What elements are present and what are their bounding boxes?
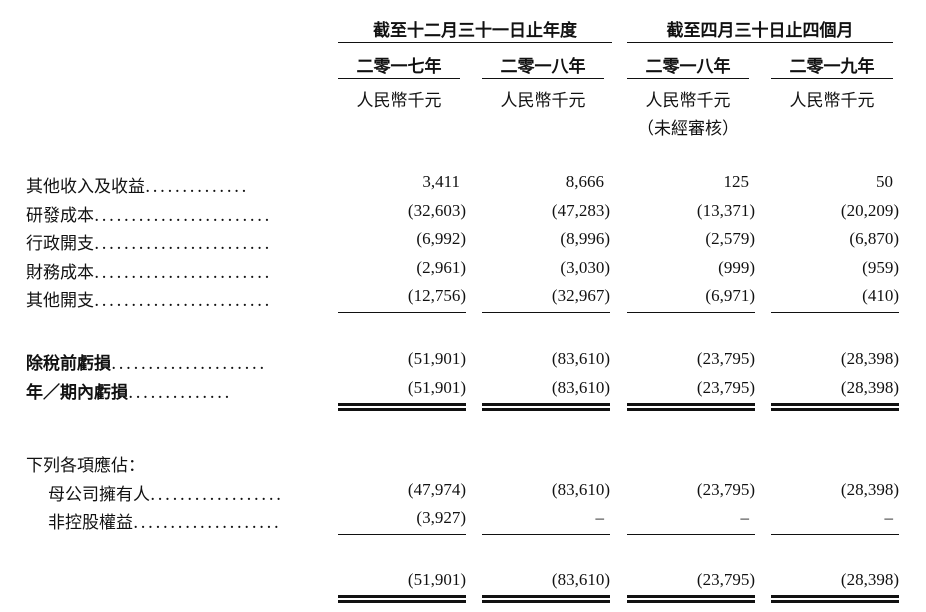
cell-admin-2018-4m: (2,579): [705, 229, 755, 248]
cell-owners-2018: (83,610): [551, 480, 610, 499]
final-double-rule-4b: [771, 600, 899, 603]
cell-lfp-2017: (51,901): [407, 378, 466, 397]
cell-other-exp-2018-4m: (6,971): [705, 286, 755, 305]
cell-other-income-2017: 3,411: [422, 172, 460, 191]
cell-other-exp-2019-4m: (410): [862, 286, 899, 305]
group-header-four-months-rule: [627, 42, 893, 43]
col-rule-1: [338, 78, 460, 79]
attr-rule-2: [482, 534, 610, 535]
cell-rd-costs-2017: (32,603): [407, 201, 466, 220]
final-double-rule-2a: [482, 595, 610, 598]
col-header-year-2019-4m: 二零一九年: [789, 57, 875, 77]
col-unit-4: 人民幣千元: [789, 91, 875, 111]
final-double-rule-1b: [338, 600, 466, 603]
row-label-other-expenses: 其他開支........................: [26, 291, 272, 311]
row-label-owners-of-parent: 母公司擁有人..................: [48, 485, 284, 505]
col-header-year-2018-4m: 二零一八年: [645, 57, 731, 77]
col-unit-1: 人民幣千元: [356, 91, 442, 111]
cell-nci-2019-4m: –: [884, 508, 894, 527]
col-rule-4: [771, 78, 893, 79]
cell-rd-costs-2018: (47,283): [551, 201, 610, 220]
double-rule-4b: [771, 408, 899, 411]
cell-nci-2018: –: [595, 508, 605, 527]
row-label-admin-expenses: 行政開支........................: [26, 234, 272, 254]
cell-other-income-2019-4m: 50: [876, 172, 893, 191]
cell-other-exp-2017: (12,756): [407, 286, 466, 305]
cell-total-2019-4m: (28,398): [840, 570, 899, 589]
row-label-loss-for-period: 年／期內虧損..............: [26, 383, 232, 403]
row-label-finance-costs: 財務成本........................: [26, 263, 272, 283]
final-double-rule-3a: [627, 595, 755, 598]
final-double-rule-4a: [771, 595, 899, 598]
final-double-rule-1a: [338, 595, 466, 598]
subtotal-rule-4: [771, 312, 899, 313]
cell-other-income-2018-4m: 125: [723, 172, 750, 191]
double-rule-1b: [338, 408, 466, 411]
attr-rule-3: [627, 534, 755, 535]
cell-lfp-2018-4m: (23,795): [696, 378, 755, 397]
cell-nci-2017: (3,927): [416, 508, 466, 527]
subtotal-rule-2: [482, 312, 610, 313]
cell-admin-2019-4m: (6,870): [849, 229, 899, 248]
cell-other-exp-2018: (32,967): [551, 286, 610, 305]
cell-lbt-2018-4m: (23,795): [696, 349, 755, 368]
col-unit-3: 人民幣千元: [645, 91, 731, 111]
attr-rule-4: [771, 534, 899, 535]
double-rule-2b: [482, 408, 610, 411]
double-rule-3a: [627, 403, 755, 406]
cell-lfp-2018: (83,610): [551, 378, 610, 397]
cell-total-2018-4m: (23,795): [696, 570, 755, 589]
cell-finance-2018-4m: (999): [718, 258, 755, 277]
group-header-four-months: 截至四月三十日止四個月: [666, 21, 854, 41]
double-rule-4a: [771, 403, 899, 406]
row-label-other-income: 其他收入及收益..............: [26, 177, 249, 197]
col-header-year-2018: 二零一八年: [500, 57, 586, 77]
cell-lbt-2018: (83,610): [551, 349, 610, 368]
cell-lbt-2019-4m: (28,398): [840, 349, 899, 368]
col-header-year-2017: 二零一七年: [356, 57, 442, 77]
cell-total-2018: (83,610): [551, 570, 610, 589]
row-label-non-controlling: 非控股權益....................: [48, 513, 282, 533]
final-double-rule-3b: [627, 600, 755, 603]
cell-lfp-2019-4m: (28,398): [840, 378, 899, 397]
row-label-rd-costs: 研發成本........................: [26, 206, 272, 226]
double-rule-1a: [338, 403, 466, 406]
cell-total-2017: (51,901): [407, 570, 466, 589]
double-rule-2a: [482, 403, 610, 406]
row-label-loss-before-tax: 除稅前虧損.....................: [26, 354, 267, 374]
col-unit-2: 人民幣千元: [500, 91, 586, 111]
cell-owners-2017: (47,974): [407, 480, 466, 499]
cell-finance-2017: (2,961): [416, 258, 466, 277]
cell-rd-costs-2019-4m: (20,209): [840, 201, 899, 220]
cell-lbt-2017: (51,901): [407, 349, 466, 368]
col-rule-2: [482, 78, 604, 79]
subtotal-rule-3: [627, 312, 755, 313]
col-unaudited-note: （未經審核）: [637, 119, 739, 139]
cell-admin-2018: (8,996): [560, 229, 610, 248]
col-rule-3: [627, 78, 749, 79]
group-header-year-ended: 截至十二月三十一日止年度: [373, 21, 577, 41]
cell-owners-2019-4m: (28,398): [840, 480, 899, 499]
cell-owners-2018-4m: (23,795): [696, 480, 755, 499]
cell-finance-2018: (3,030): [560, 258, 610, 277]
double-rule-3b: [627, 408, 755, 411]
group-header-year-ended-rule: [338, 42, 612, 43]
cell-admin-2017: (6,992): [416, 229, 466, 248]
subtotal-rule-1: [338, 312, 466, 313]
cell-other-income-2018: 8,666: [565, 172, 604, 191]
attributable-heading: 下列各項應佔：: [26, 456, 145, 476]
final-double-rule-2b: [482, 600, 610, 603]
cell-nci-2018-4m: –: [740, 508, 750, 527]
cell-finance-2019-4m: (959): [862, 258, 899, 277]
attr-rule-1: [338, 534, 466, 535]
cell-rd-costs-2018-4m: (13,371): [696, 201, 755, 220]
